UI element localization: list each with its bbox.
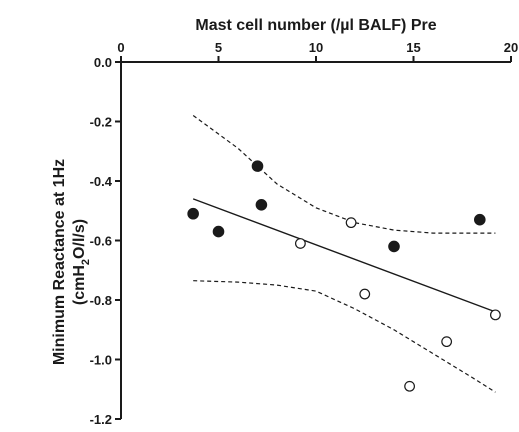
x-axis-title: Mast cell number (/µl BALF) Pre (195, 17, 436, 34)
regression-line (192, 198, 496, 313)
data-point-filled (251, 160, 264, 172)
data-point-open (441, 336, 453, 348)
confidence-bands (192, 115, 496, 393)
y-tick-label: -0.8 (90, 293, 112, 308)
data-points (187, 160, 501, 392)
confidence-band-upper (192, 115, 496, 234)
y-tick-label: 0.0 (94, 55, 112, 70)
y-tick-label: -0.6 (90, 234, 112, 249)
data-point-filled (187, 207, 199, 220)
y-axis-title-line2-subscript: 2 (80, 259, 92, 265)
data-point-filled (388, 240, 400, 253)
data-point-open (295, 238, 306, 249)
x-tick-label: 20 (504, 40, 518, 55)
y-tick-label: -0.4 (90, 174, 113, 189)
data-point-open (359, 288, 371, 300)
axes: 0 5 10 15 20 0.0 -0.2 -0.4 -0.6 -0.8 -1.0 -1.2 (90, 40, 519, 427)
x-tick-label: 10 (309, 40, 323, 55)
y-tick-label: -0.2 (90, 115, 112, 130)
y-axis-title-line2-a: (cmH (71, 265, 88, 305)
data-point-open (404, 380, 416, 392)
y-axis-title-line2-b: O/l/s) (71, 219, 88, 259)
regression-line-group (192, 198, 496, 313)
confidence-band-lower (193, 280, 496, 393)
y-axis-title: Minimum Reactance at 1Hz (cmH2O/l/s) (51, 159, 92, 365)
x-tick-label: 15 (406, 40, 420, 55)
y-tick-label: -1.0 (90, 353, 112, 368)
x-tick-label: 0 (117, 40, 124, 55)
y-axis-title-line1: Minimum Reactance at 1Hz (51, 159, 68, 365)
data-point-filled (255, 199, 268, 211)
data-point-open (345, 217, 357, 229)
x-tick-label: 5 (215, 40, 222, 55)
y-tick-label: -1.2 (90, 412, 112, 427)
data-point-open (490, 309, 501, 321)
y-axis-title-line2: (cmH2O/l/s) (71, 219, 92, 305)
data-point-filled (473, 213, 486, 226)
data-point-filled (212, 225, 225, 238)
